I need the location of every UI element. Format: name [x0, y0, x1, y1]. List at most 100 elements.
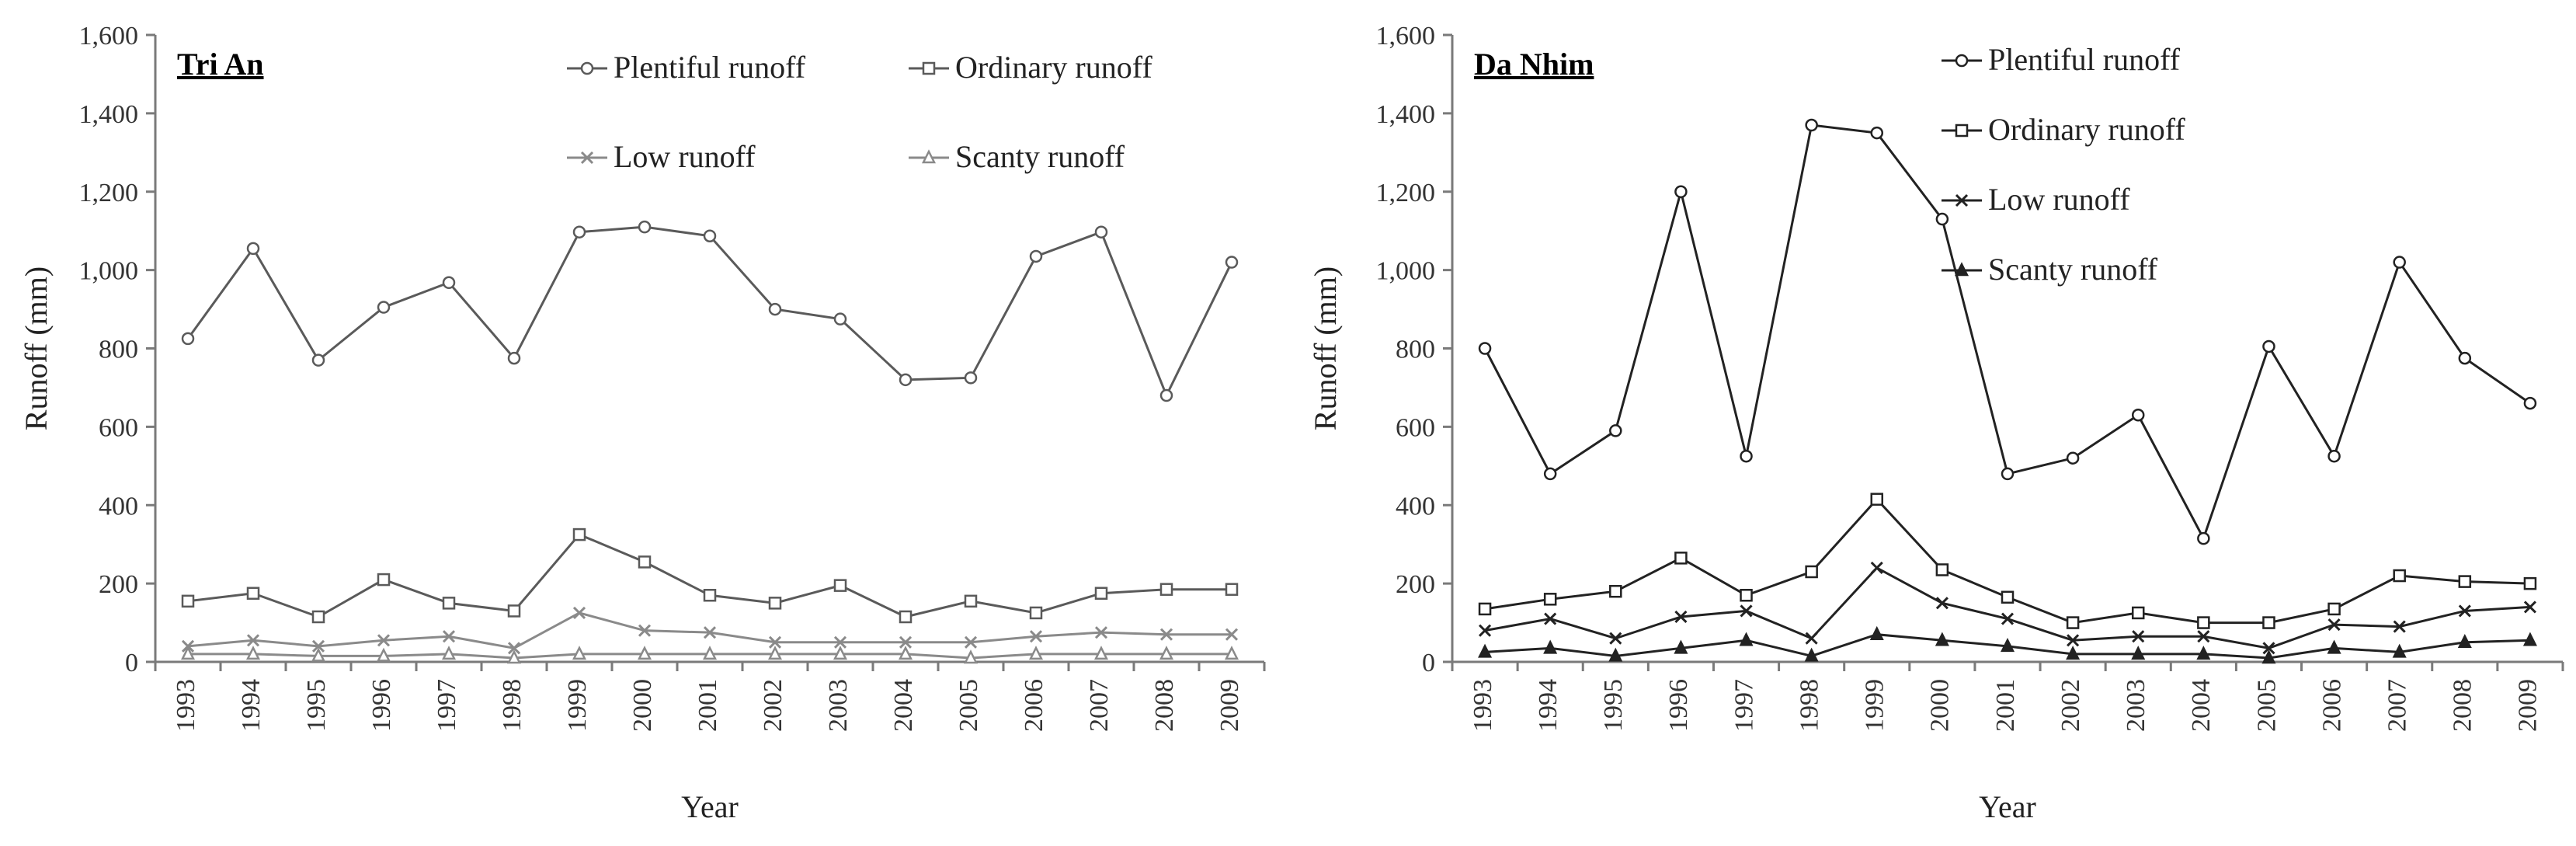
data-point [507, 351, 521, 365]
data-point [637, 646, 652, 660]
data-point [899, 610, 913, 624]
y-tick-label: 600 [1396, 413, 1435, 442]
x-tick-label: 2009 [1215, 679, 1244, 732]
data-point [572, 527, 586, 541]
legend-item-scanty-runoff: Scanty runoff [1942, 252, 2158, 287]
x-tick-label: 1995 [302, 679, 331, 732]
data-point [572, 606, 586, 620]
x-tick-label: 1995 [1599, 679, 1628, 732]
data-point [1870, 561, 1883, 575]
data-point [246, 634, 260, 647]
data-point [2196, 646, 2211, 660]
data-point [1159, 583, 1173, 596]
x-tick-label: 2002 [2056, 679, 2085, 732]
data-point [1740, 449, 1753, 463]
data-point [245, 646, 261, 660]
data-point [1093, 646, 1109, 660]
data-point [181, 594, 195, 608]
legend-label: Ordinary runoff [1988, 112, 2185, 147]
x-tick-label: 1993 [1469, 679, 1497, 732]
legend-label: Scanty runoff [1988, 252, 2158, 287]
data-point [2327, 449, 2341, 463]
series-ordinary-runoff [181, 527, 1239, 624]
x-tick-label: 2005 [2252, 679, 2281, 732]
x-tick-label: 1993 [172, 679, 200, 732]
y-axis-title: Runoff (mm) [19, 266, 54, 430]
legend-label: Ordinary runoff [955, 50, 1152, 85]
data-point [2132, 630, 2145, 643]
data-point [1609, 584, 1622, 598]
data-point [1094, 587, 1108, 600]
x-tick-label: 1997 [1730, 679, 1758, 732]
series-scanty-runoff [1478, 625, 2537, 664]
legend-marker-icon [921, 149, 937, 164]
data-point [963, 649, 979, 664]
data-point [377, 634, 391, 647]
data-point [964, 371, 978, 385]
data-point [2522, 632, 2537, 646]
data-point [2197, 531, 2210, 545]
data-point [703, 626, 717, 639]
data-point [1478, 342, 1492, 355]
data-point [2131, 606, 2145, 620]
data-point [638, 624, 652, 637]
da-nhim-chart-panel: 0 200 400 600 800 1,000 1,200 1,400 1,600 1993 199… [1289, 0, 2576, 846]
data-point [2001, 467, 2015, 481]
data-point [1935, 563, 1949, 576]
data-point [311, 353, 325, 367]
data-point [572, 646, 587, 660]
legend-marker-icon [922, 61, 936, 75]
data-point [898, 646, 913, 660]
series-line [187, 611, 1232, 649]
x-tick-label: 2008 [1150, 679, 1179, 732]
data-point [2458, 575, 2472, 588]
legend-label: Low runoff [614, 139, 756, 174]
legend-item-ordinary-runoff: Ordinary runoff [1942, 112, 2185, 147]
data-point [1740, 604, 1753, 618]
legend-marker-icon [1955, 124, 1969, 138]
data-point [1870, 493, 1884, 506]
data-point [2197, 616, 2210, 629]
data-point [2523, 396, 2537, 410]
series-line [187, 533, 1232, 618]
data-point [768, 597, 782, 610]
chart-svg: 0 200 400 600 800 1,000 1,200 1,400 1,600 1993 199… [19, 22, 1266, 824]
y-tick-label: 1,000 [1376, 257, 1436, 286]
data-point [1609, 424, 1622, 437]
data-point [2392, 643, 2407, 658]
data-point [638, 555, 652, 569]
data-point [1029, 630, 1043, 643]
data-point [768, 302, 782, 316]
data-point [768, 635, 782, 649]
x-tick-label: 2007 [1085, 679, 1114, 732]
data-point [1805, 632, 1818, 645]
data-point [2001, 612, 2015, 625]
data-point [833, 312, 847, 326]
data-point [377, 301, 391, 314]
data-point [1543, 639, 1558, 654]
data-point [833, 635, 847, 649]
legend: Plentiful runoff Ordinary runoff Low runof… [1942, 42, 2185, 287]
y-axis-title: Runoff (mm) [1308, 266, 1343, 430]
y-tick-label: 200 [99, 570, 138, 599]
data-point [964, 594, 978, 608]
y-tick-label: 200 [1396, 570, 1435, 599]
data-point [1869, 625, 1884, 640]
x-tick-label: 2001 [694, 679, 722, 732]
data-point [311, 647, 326, 662]
x-tick-label: 1994 [1534, 679, 1563, 732]
data-point [2327, 602, 2341, 616]
data-point [2131, 646, 2146, 660]
data-point [2327, 618, 2341, 632]
y-tick-label: 0 [125, 649, 138, 677]
data-point [2393, 620, 2406, 633]
data-point [964, 635, 978, 649]
legend-label: Plentiful runoff [1988, 42, 2181, 77]
data-point [1609, 632, 1622, 645]
y-tick-label: 1,200 [1376, 179, 1436, 207]
data-point [2262, 616, 2275, 629]
series-line [1484, 497, 2530, 625]
data-point [2523, 601, 2537, 614]
data-point [1159, 646, 1174, 660]
data-point [2067, 634, 2080, 647]
